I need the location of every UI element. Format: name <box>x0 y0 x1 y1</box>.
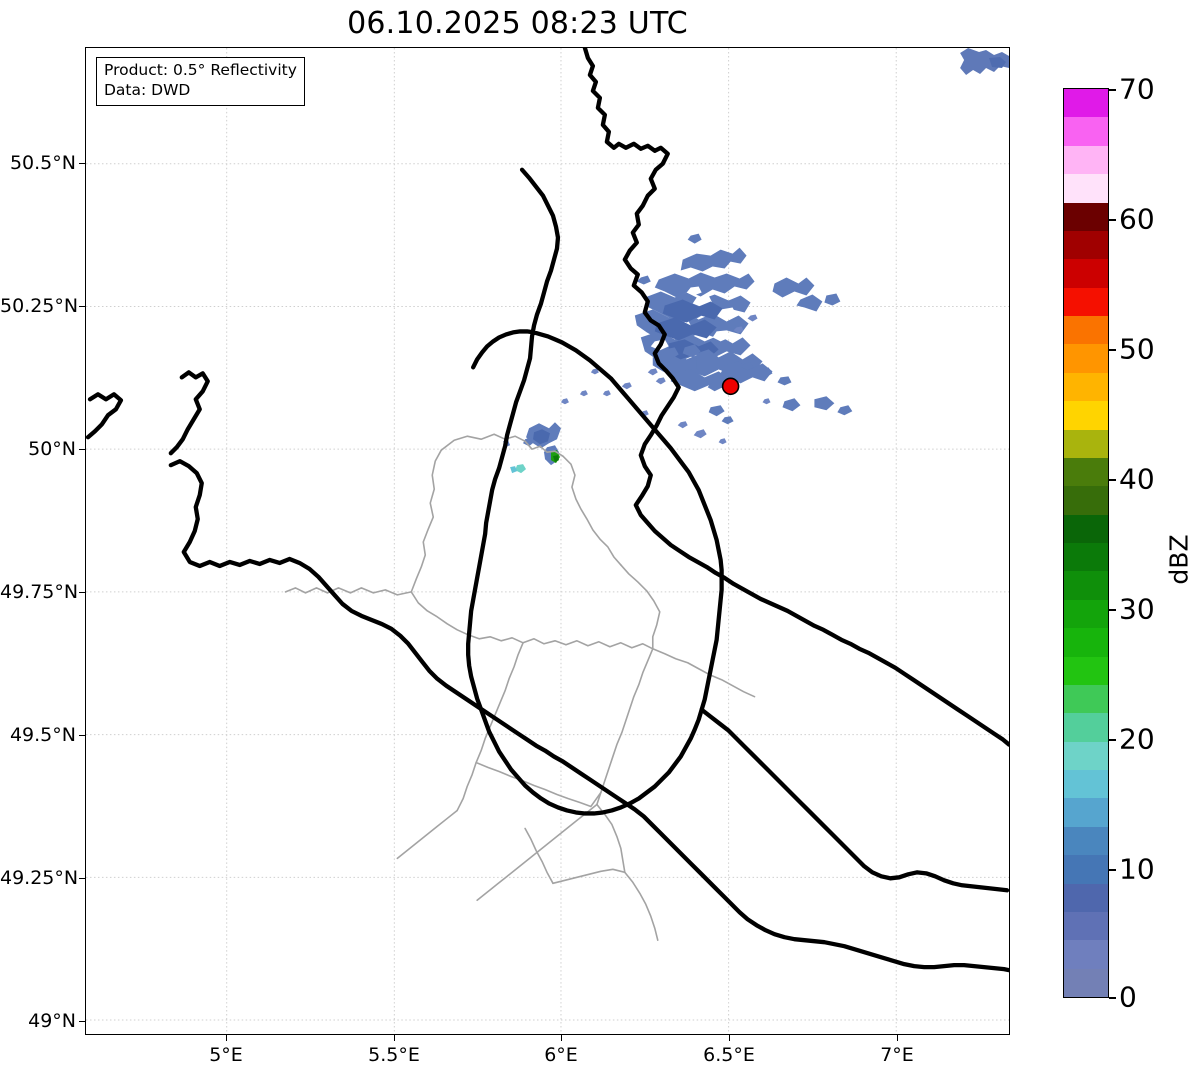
colorbar-band <box>1064 514 1108 543</box>
echo-cell-north-luxembourg <box>503 422 561 474</box>
colorbar-band <box>1064 457 1108 487</box>
colorbar-band <box>1064 883 1108 912</box>
page-title: 06.10.2025 08:23 UTC <box>347 6 688 41</box>
y-tick-label-49: 49°N <box>28 1010 76 1032</box>
colorbar-tickmark <box>1109 869 1116 871</box>
colorbar-band <box>1064 599 1108 629</box>
colorbar-band <box>1064 769 1108 799</box>
y-tickmark <box>79 735 85 737</box>
product-info-box: Product: 0.5° Reflectivity Data: DWD <box>96 57 305 106</box>
colorbar-band <box>1064 429 1108 458</box>
colorbar-label-10: 10 <box>1119 852 1155 886</box>
colorbar-tickmark <box>1109 349 1116 351</box>
x-tickmark <box>729 1035 731 1041</box>
x-tick-label-5e: 5°E <box>209 1044 243 1066</box>
x-tickmark <box>394 1035 396 1041</box>
data-source-line: Data: DWD <box>104 80 191 99</box>
y-tickmark <box>79 306 85 308</box>
colorbar-band <box>1064 116 1108 146</box>
colorbar-label-70: 70 <box>1119 72 1155 106</box>
y-tickmark <box>79 449 85 451</box>
colorbar-label-40: 40 <box>1119 462 1155 496</box>
map-plot-area[interactable] <box>85 47 1010 1035</box>
y-tickmark <box>79 1021 85 1023</box>
x-tickmark <box>226 1035 228 1041</box>
y-tick-label-50: 50°N <box>28 438 76 460</box>
colorbar-band <box>1064 485 1108 515</box>
colorbar-band <box>1064 258 1108 288</box>
x-tickmark <box>561 1035 563 1041</box>
national-borders-detail <box>86 392 1009 893</box>
map-gridlines <box>86 48 1009 1034</box>
colorbar-band <box>1064 797 1108 827</box>
colorbar-band <box>1064 570 1108 600</box>
colorbar-tickmark <box>1109 609 1116 611</box>
colorbar-band <box>1064 911 1108 941</box>
y-tick-label-50-5: 50.5°N <box>9 152 76 174</box>
y-tickmark <box>79 878 85 880</box>
x-tick-label-7e: 7°E <box>880 1044 914 1066</box>
product-line: Product: 0.5° Reflectivity <box>104 61 297 79</box>
colorbar-band <box>1064 542 1108 572</box>
colorbar-band <box>1064 145 1108 175</box>
colorbar-tickmark <box>1109 739 1116 741</box>
colorbar-band <box>1064 343 1108 373</box>
colorbar-band <box>1064 939 1108 969</box>
x-tickmark <box>897 1035 899 1041</box>
colorbar-band <box>1064 315 1108 345</box>
colorbar-tickmark <box>1109 219 1116 221</box>
y-tick-label-49-25: 49.25°N <box>0 867 79 889</box>
colorbar-band <box>1064 627 1108 657</box>
colorbar[interactable] <box>1063 88 1109 998</box>
x-tick-label-5-5e: 5.5°E <box>368 1044 420 1066</box>
colorbar-band <box>1064 173 1108 203</box>
national-borders <box>168 48 1009 973</box>
colorbar-band <box>1064 89 1108 118</box>
colorbar-band <box>1064 968 1108 997</box>
echo-top-right-corner <box>960 48 1009 75</box>
colorbar-label-20: 20 <box>1119 722 1155 756</box>
colorbar-label-60: 60 <box>1119 202 1155 236</box>
colorbar-tickmark <box>1109 479 1116 481</box>
map-canvas <box>86 48 1009 1034</box>
radar-echo-layer <box>503 48 1009 474</box>
colorbar-band <box>1064 287 1108 316</box>
colorbar-axis-label: dBZ <box>1164 534 1194 585</box>
colorbar-band <box>1064 656 1108 685</box>
echo-cluster-south-arc <box>662 344 773 384</box>
colorbar-band <box>1064 372 1108 402</box>
luxembourg-subdivisions <box>284 433 756 941</box>
colorbar-band <box>1064 826 1108 856</box>
y-tickmark <box>79 592 85 594</box>
colorbar-band <box>1064 684 1108 714</box>
colorbar-band <box>1064 400 1108 430</box>
colorbar-tickmark <box>1109 89 1116 91</box>
colorbar-band <box>1064 712 1108 742</box>
colorbar-band <box>1064 202 1108 231</box>
x-tick-label-6-5e: 6.5°E <box>703 1044 755 1066</box>
colorbar-band <box>1064 854 1108 884</box>
y-tick-label-50-25: 50.25°N <box>0 295 79 317</box>
colorbar-label-50: 50 <box>1119 332 1155 366</box>
colorbar-label-30: 30 <box>1119 592 1155 626</box>
y-tick-label-49-5: 49.5°N <box>9 724 76 746</box>
colorbar-band <box>1064 230 1108 260</box>
echo-cluster-northeast-arm <box>772 277 841 312</box>
radar-site-marker[interactable] <box>721 377 740 396</box>
colorbar-tickmark <box>1109 997 1116 999</box>
colorbar-label-0: 0 <box>1119 980 1137 1014</box>
y-tickmark <box>79 163 85 165</box>
colorbar-band <box>1064 741 1108 770</box>
echo-scattered-small <box>636 233 853 425</box>
x-tick-label-6e: 6°E <box>544 1044 578 1066</box>
echo-speckle-near-site <box>560 314 771 445</box>
y-tick-label-49-75: 49.75°N <box>0 581 79 603</box>
